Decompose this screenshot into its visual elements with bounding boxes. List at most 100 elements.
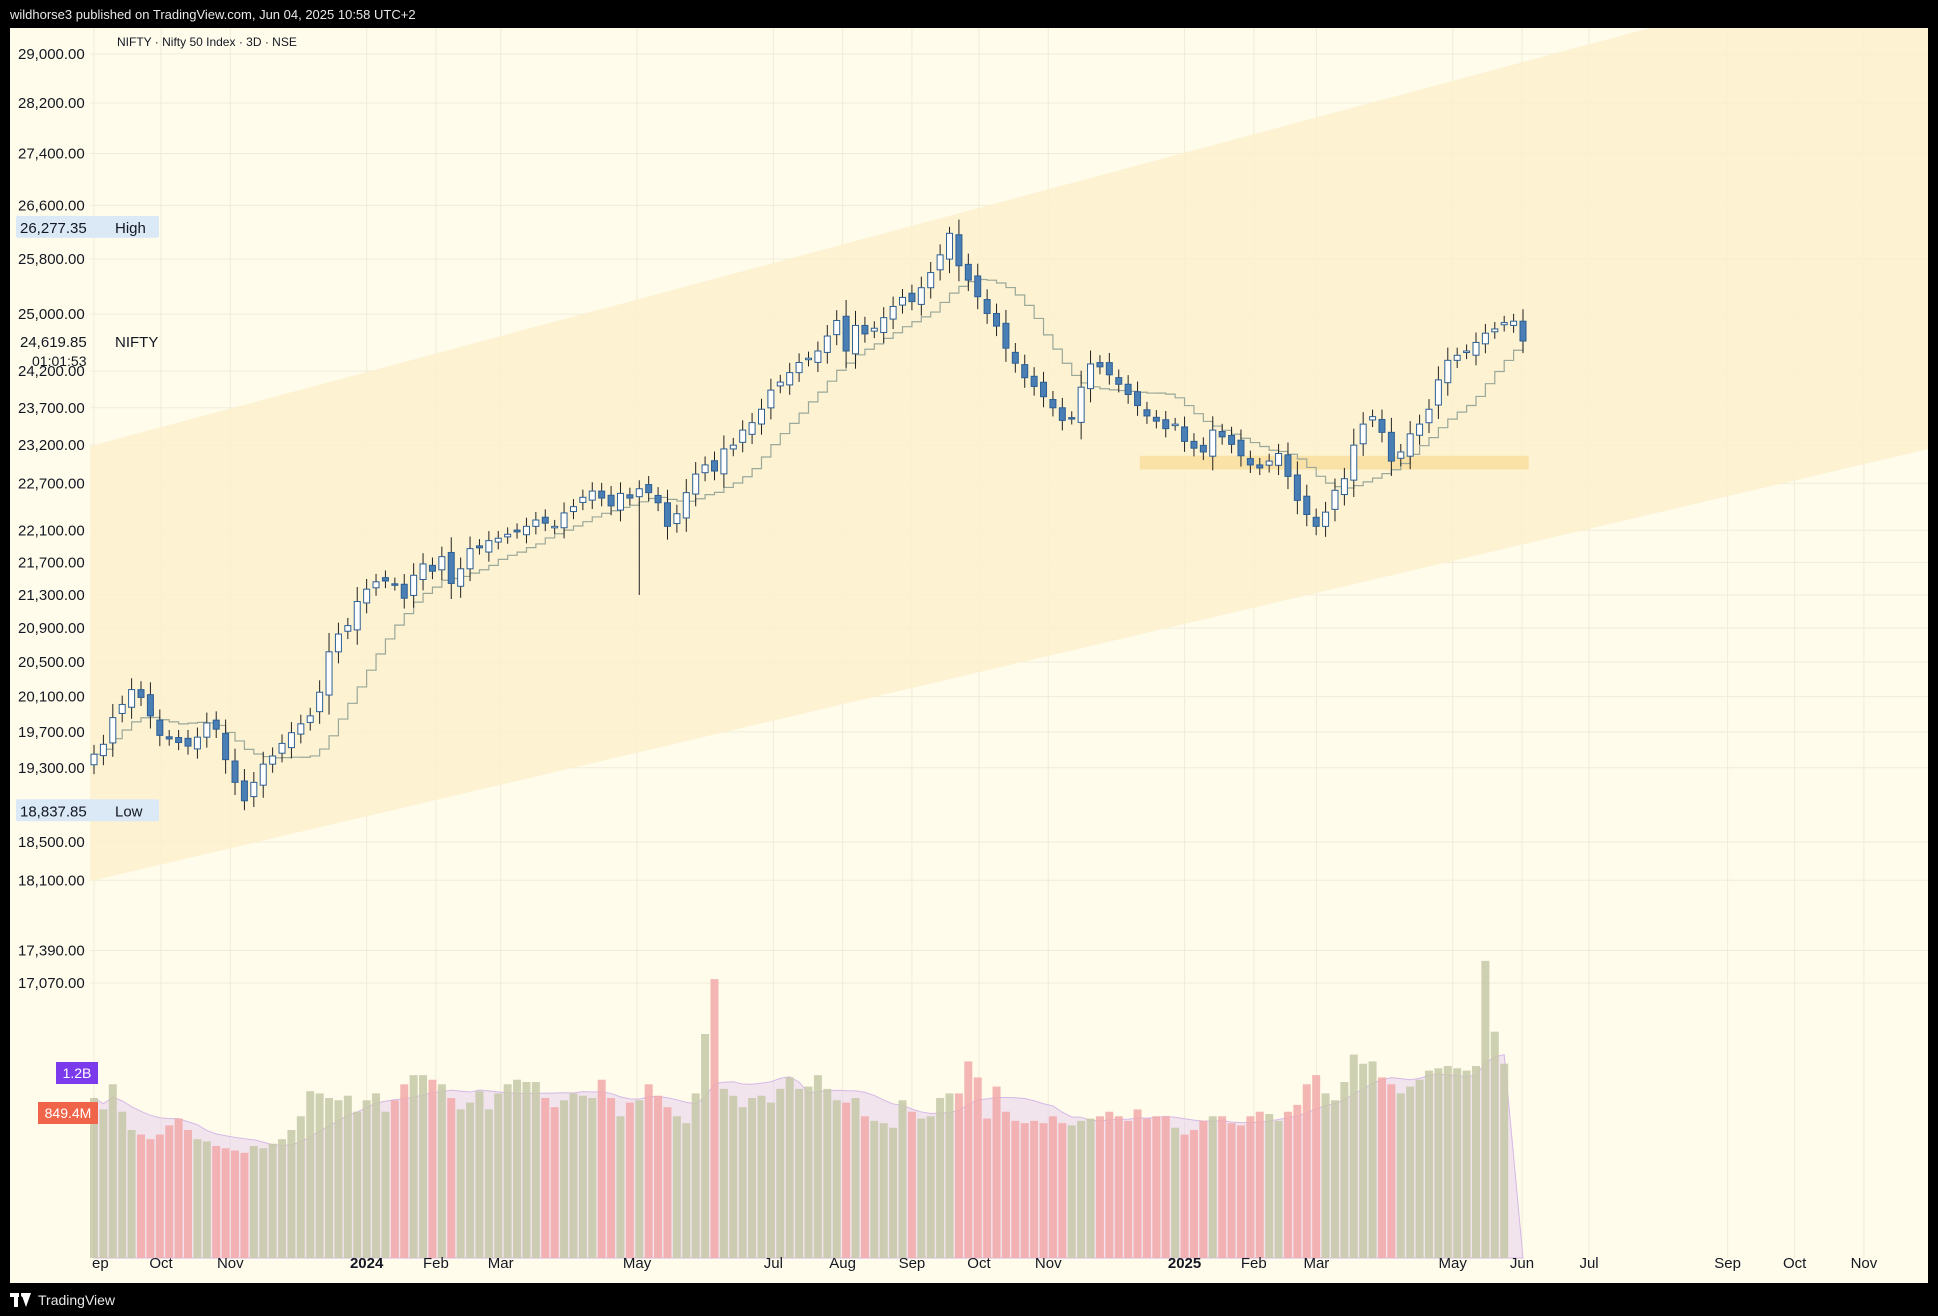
time-tick-label: Jul: [1579, 1255, 1598, 1272]
candle-body: [880, 317, 888, 333]
volume-bar: [447, 1098, 456, 1258]
time-tick-label: Sep: [1714, 1255, 1741, 1272]
volume-total-label: 1.2B: [63, 1065, 92, 1081]
volume-bar: [729, 1095, 738, 1258]
volume-bar: [409, 1075, 418, 1258]
volume-bar: [917, 1118, 926, 1258]
candle-body: [522, 525, 530, 536]
volume-bar: [184, 1130, 193, 1258]
time-tick-label: May: [1439, 1255, 1468, 1272]
candle-body: [1256, 464, 1264, 469]
volume-bar: [428, 1079, 437, 1258]
price-tick-label: 19,700.00: [18, 724, 85, 741]
time-tick-label: Oct: [149, 1255, 173, 1272]
candle-body: [259, 763, 267, 786]
price-tick-label: 20,100.00: [18, 689, 85, 706]
volume-bar: [813, 1075, 822, 1258]
volume-bar: [1236, 1125, 1245, 1258]
candle-body: [325, 651, 333, 696]
candle-body: [175, 737, 183, 744]
footer-brand[interactable]: TradingView: [10, 1288, 115, 1312]
candle-body: [240, 780, 248, 802]
candle-body: [363, 588, 371, 604]
candle-body: [1500, 322, 1508, 326]
volume-bar: [221, 1148, 230, 1258]
volume-bar: [278, 1139, 287, 1258]
volume-bar: [1058, 1123, 1067, 1258]
price-tick-label: 18,500.00: [18, 834, 85, 851]
candle-body: [1359, 423, 1367, 445]
volume-bar: [1500, 1063, 1509, 1258]
time-tick-label: Mar: [488, 1255, 514, 1272]
volume-bar: [99, 1109, 108, 1258]
volume-bar: [832, 1100, 841, 1258]
price-badge-value: 24,619.85: [20, 334, 87, 351]
volume-bar: [1246, 1116, 1255, 1258]
volume-bar: [419, 1075, 428, 1258]
candle-body: [607, 494, 615, 507]
candle-body: [269, 755, 277, 765]
candle-body: [504, 533, 512, 538]
candle-body: [353, 601, 361, 631]
candle-body: [805, 357, 812, 361]
volume-bar: [306, 1091, 315, 1258]
price-tick-label: 25,000.00: [18, 306, 85, 323]
price-chart[interactable]: 29,000.00 28,200.00 27,400.00 26,600.00 25,8…: [10, 28, 1928, 1283]
time-tick-label: Nov: [1035, 1255, 1062, 1272]
candle-body: [1265, 460, 1273, 466]
candle-body: [212, 719, 220, 730]
volume-bar: [372, 1093, 381, 1258]
volume-histogram: [90, 960, 1509, 1258]
candle-body: [532, 519, 540, 527]
candle-body: [381, 577, 389, 582]
volume-bar: [954, 1093, 963, 1258]
candle-body: [1369, 416, 1377, 421]
candle-body: [1491, 328, 1499, 333]
volume-bar: [1218, 1116, 1227, 1258]
candle-body: [927, 272, 935, 289]
volume-bar: [1095, 1116, 1104, 1258]
volume-bar: [174, 1118, 183, 1258]
candle-body: [494, 537, 502, 543]
volume-bar: [325, 1098, 334, 1258]
candle-body: [1096, 362, 1104, 368]
price-tick-label: 27,400.00: [18, 145, 85, 162]
candle-body: [1171, 423, 1179, 427]
volume-bar: [879, 1123, 888, 1258]
volume-bar: [1114, 1116, 1123, 1258]
candle-body: [757, 408, 765, 425]
support-zone: [1139, 455, 1529, 470]
time-tick-label: 2025: [1168, 1255, 1201, 1272]
volume-bar: [1020, 1123, 1029, 1258]
volume-bar: [456, 1109, 465, 1258]
candle-body: [203, 722, 211, 738]
candle-body: [701, 464, 709, 474]
price-tick-label: 19,300.00: [18, 760, 85, 777]
volume-bar: [202, 1141, 211, 1258]
candle-body: [560, 512, 568, 529]
volume-total-badge: [56, 1062, 98, 1084]
volume-bar: [1227, 1123, 1236, 1258]
candle-body: [1218, 431, 1226, 438]
time-axis: ep Oct Nov 2024 Feb Mar May Jul Aug Sep Oct Nov 2025…: [92, 1255, 1878, 1272]
volume-bar: [334, 1100, 343, 1258]
volume-bar: [249, 1146, 258, 1258]
volume-bar: [710, 979, 719, 1258]
volume-bar: [1293, 1104, 1302, 1258]
candle-body: [635, 488, 643, 498]
volume-bar: [607, 1098, 616, 1258]
candle-body: [786, 372, 794, 386]
candle-body: [447, 551, 455, 584]
volume-bar: [118, 1111, 127, 1258]
chart-frame[interactable]: 29,000.00 28,200.00 27,400.00 26,600.00 25,8…: [10, 28, 1928, 1283]
candle-body: [748, 422, 756, 435]
price-tick-label: 23,700.00: [18, 400, 85, 417]
volume-bar: [1180, 1134, 1189, 1258]
candle-body: [128, 689, 136, 708]
volume-bar: [1406, 1086, 1415, 1258]
candle-body: [1246, 458, 1254, 466]
volume-bar: [578, 1095, 587, 1258]
volume-bar: [212, 1146, 221, 1258]
candle-body: [165, 736, 173, 740]
candle-body: [899, 296, 907, 306]
